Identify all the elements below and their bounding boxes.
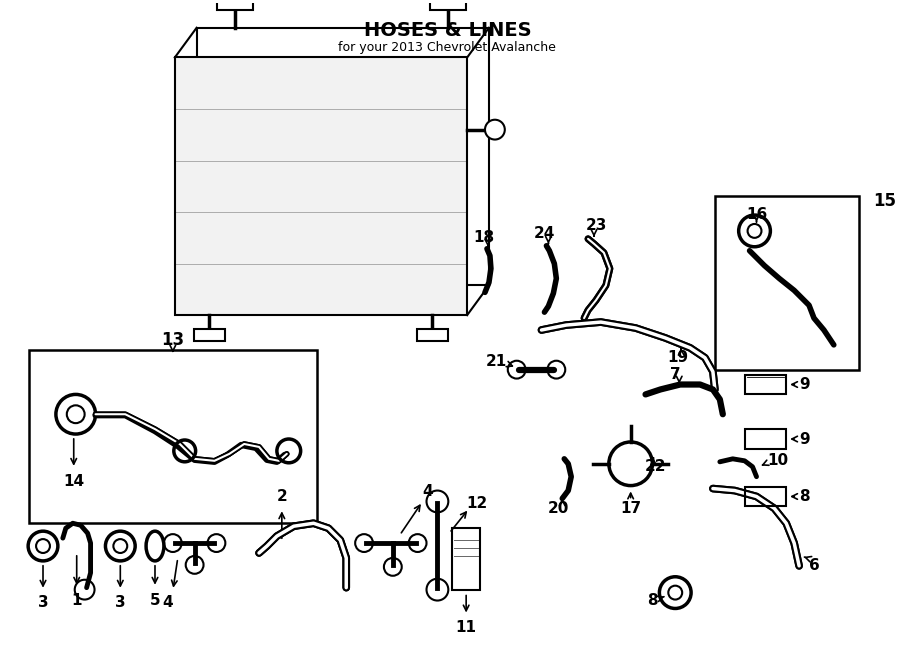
Bar bbox=[29, 350, 317, 524]
Bar bbox=[194, 329, 225, 341]
Bar bbox=[744, 375, 787, 395]
Text: 8: 8 bbox=[799, 489, 810, 504]
Text: 21: 21 bbox=[485, 354, 507, 369]
Text: 19: 19 bbox=[668, 350, 688, 366]
Text: 9: 9 bbox=[799, 432, 810, 447]
Text: 2: 2 bbox=[276, 489, 287, 504]
Text: 17: 17 bbox=[620, 501, 641, 516]
Text: 13: 13 bbox=[161, 331, 184, 349]
Bar bbox=[715, 196, 859, 369]
Bar bbox=[453, 528, 480, 590]
Text: 6: 6 bbox=[809, 559, 820, 573]
Text: for your 2013 Chevrolet Avalanche: for your 2013 Chevrolet Avalanche bbox=[338, 40, 556, 54]
Text: 3: 3 bbox=[38, 595, 49, 610]
Text: 14: 14 bbox=[63, 474, 85, 489]
Text: 3: 3 bbox=[115, 595, 126, 610]
Text: 15: 15 bbox=[873, 192, 896, 210]
Text: 24: 24 bbox=[534, 226, 555, 241]
Bar bbox=[430, 0, 466, 10]
Text: HOSES & LINES: HOSES & LINES bbox=[364, 21, 531, 40]
Text: 4: 4 bbox=[422, 484, 433, 499]
Bar bbox=[744, 486, 787, 506]
Bar bbox=[744, 429, 787, 449]
Text: 23: 23 bbox=[585, 218, 607, 233]
Text: 8: 8 bbox=[647, 593, 657, 608]
Text: 11: 11 bbox=[455, 620, 477, 635]
Polygon shape bbox=[175, 58, 467, 315]
Circle shape bbox=[485, 120, 505, 139]
Text: 16: 16 bbox=[746, 206, 767, 221]
Text: 10: 10 bbox=[768, 453, 788, 468]
Text: 20: 20 bbox=[547, 501, 569, 516]
Bar bbox=[218, 0, 253, 10]
Text: 9: 9 bbox=[799, 377, 810, 392]
Text: 18: 18 bbox=[473, 230, 495, 245]
Text: 12: 12 bbox=[466, 496, 488, 511]
Text: 7: 7 bbox=[670, 367, 680, 382]
Bar bbox=[417, 329, 448, 341]
Text: 22: 22 bbox=[644, 459, 666, 474]
Text: 4: 4 bbox=[163, 595, 173, 610]
Text: 1: 1 bbox=[71, 593, 82, 608]
Text: 5: 5 bbox=[149, 593, 160, 608]
